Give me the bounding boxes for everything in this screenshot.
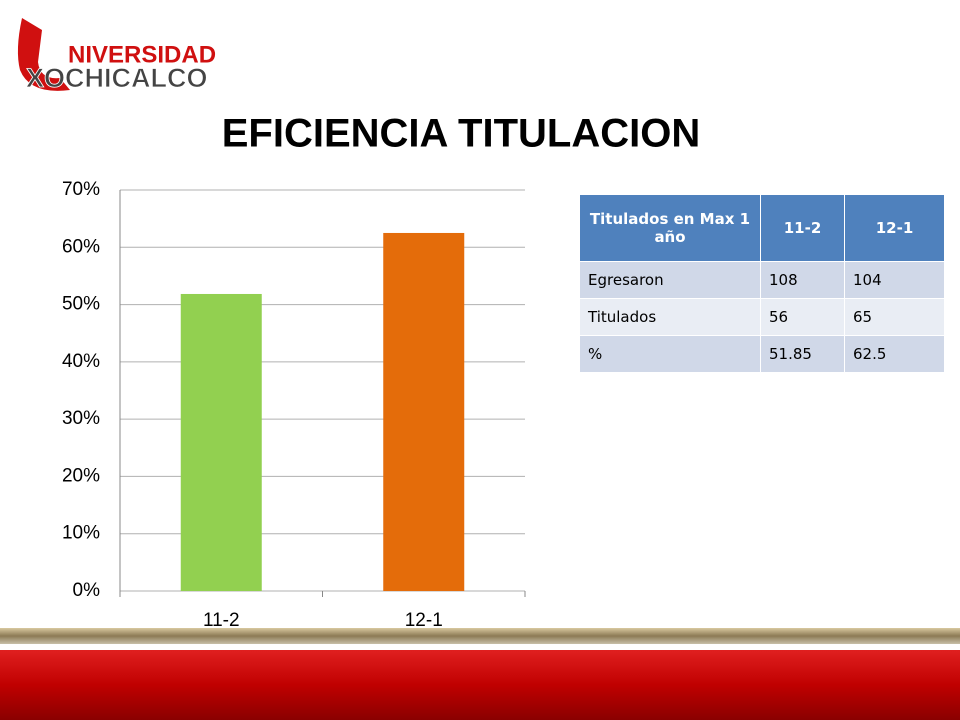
header-cell: Titulados en Max 1 año <box>579 194 761 262</box>
y-tick-label: 30% <box>62 408 100 429</box>
y-tick-label: 40% <box>62 351 100 372</box>
logo-swoosh <box>17 18 71 91</box>
y-tick-label: 20% <box>62 465 100 486</box>
table-cell: 65 <box>844 298 945 336</box>
footer-band <box>0 650 960 720</box>
bar <box>383 232 465 591</box>
logo-line1: NIVERSIDAD <box>68 41 216 68</box>
y-tick-label: 50% <box>62 294 100 315</box>
table-cell: Titulados <box>579 298 761 336</box>
table-row: Egresaron 108 104 <box>579 261 945 299</box>
table-cell: 51.85 <box>760 335 845 373</box>
x-tick-label: 12-1 <box>405 610 443 631</box>
header-row: Titulados en Max 1 año 11-2 12-1 <box>579 194 945 262</box>
bar <box>180 293 262 591</box>
table-row: Titulados 56 65 <box>579 298 945 336</box>
header-cell: 12-1 <box>844 194 945 262</box>
table-cell: Egresaron <box>579 261 761 299</box>
logo-line2: XOCHICALCO <box>26 63 208 93</box>
table-cell: % <box>579 335 761 373</box>
table-row: % 51.85 62.5 <box>579 335 945 373</box>
table-cell: 62.5 <box>844 335 945 373</box>
footer-stripe <box>0 628 960 644</box>
y-tick-label: 0% <box>73 580 101 601</box>
table-cell: 104 <box>844 261 945 299</box>
y-tick-label: 60% <box>62 236 100 257</box>
y-tick-label: 70% <box>62 179 100 200</box>
data-table: Titulados en Max 1 año 11-2 12-1 Egresaron 1… <box>579 194 945 373</box>
table-cell: 56 <box>760 298 845 336</box>
x-tick-label: 11-2 <box>203 610 240 631</box>
title: EFICIENCIA TITULACION <box>222 112 701 156</box>
header-cell: 11-2 <box>760 194 845 262</box>
table-cell: 108 <box>760 261 845 299</box>
y-tick-label: 10% <box>62 523 100 544</box>
